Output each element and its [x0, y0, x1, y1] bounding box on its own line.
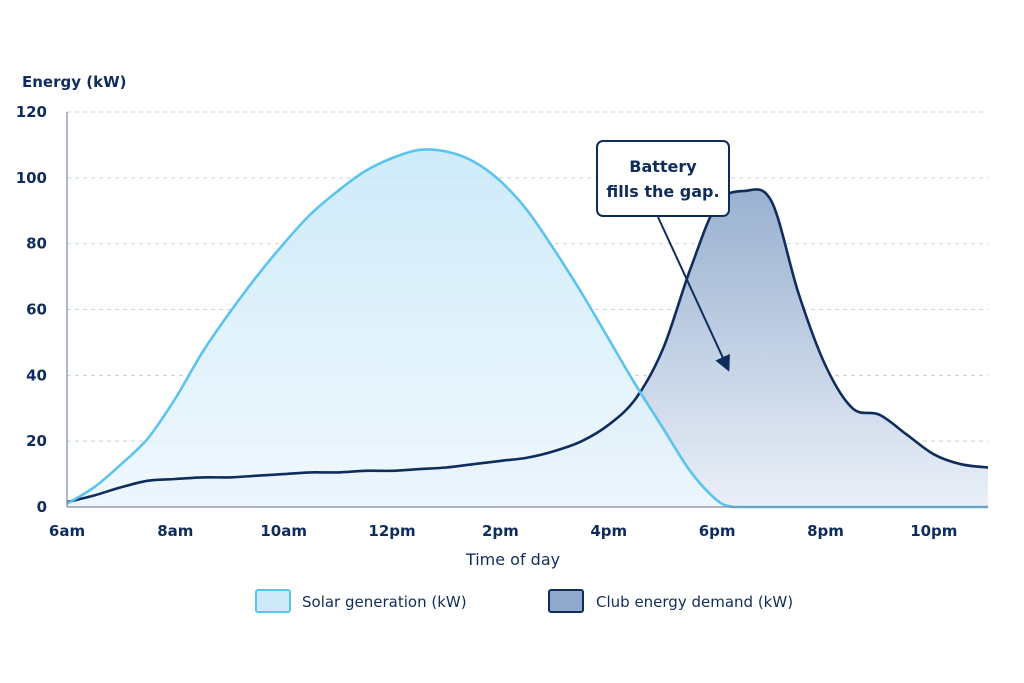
y-tick-label-20: 20 [26, 432, 47, 450]
x-tick-label-6am: 6am [49, 522, 85, 540]
x-tick-label-10am: 10am [260, 522, 307, 540]
y-tick-label-120: 120 [16, 103, 47, 121]
x-ticks: 6am 8am 10am 12pm 2pm 4pm 6pm 8pm 10pm [49, 522, 958, 540]
y-tick-label-40: 40 [26, 366, 47, 384]
x-tick-label-8pm: 8pm [807, 522, 844, 540]
series-areas [66, 148, 989, 509]
x-tick-label-12pm: 12pm [368, 522, 415, 540]
y-tick-label-100: 100 [16, 169, 47, 187]
x-axis-label: Time of day [465, 550, 560, 569]
annotation-line-1: Battery [629, 157, 697, 176]
y-tick-label-60: 60 [26, 301, 47, 319]
x-tick-label-6pm: 6pm [699, 522, 736, 540]
area-demand [67, 189, 988, 507]
annotation-box [596, 140, 730, 217]
x-tick-label-10pm: 10pm [910, 522, 957, 540]
annotation-battery: Battery fills the gap. [596, 140, 730, 372]
legend-swatch-demand [548, 589, 584, 613]
y-tick-label-80: 80 [26, 235, 47, 253]
annotation-line-2: fills the gap. [606, 182, 719, 201]
area-solar [67, 149, 988, 507]
x-tick-label-8am: 8am [157, 522, 193, 540]
x-tick-label-2pm: 2pm [482, 522, 519, 540]
legend-swatch-solar [255, 589, 291, 613]
y-axis-label: Energy (kW) [22, 73, 126, 91]
y-tick-label-0: 0 [37, 498, 47, 516]
legend-label-solar: Solar generation (kW) [302, 593, 467, 611]
line-demand [66, 188, 989, 504]
x-tick-label-4pm: 4pm [590, 522, 627, 540]
annotation-arrow [657, 216, 730, 372]
legend: Solar generation (kW) Club energy demand… [255, 589, 793, 613]
legend-label-demand: Club energy demand (kW) [596, 593, 793, 611]
y-ticks: 0 20 40 60 80 100 120 [16, 103, 47, 516]
